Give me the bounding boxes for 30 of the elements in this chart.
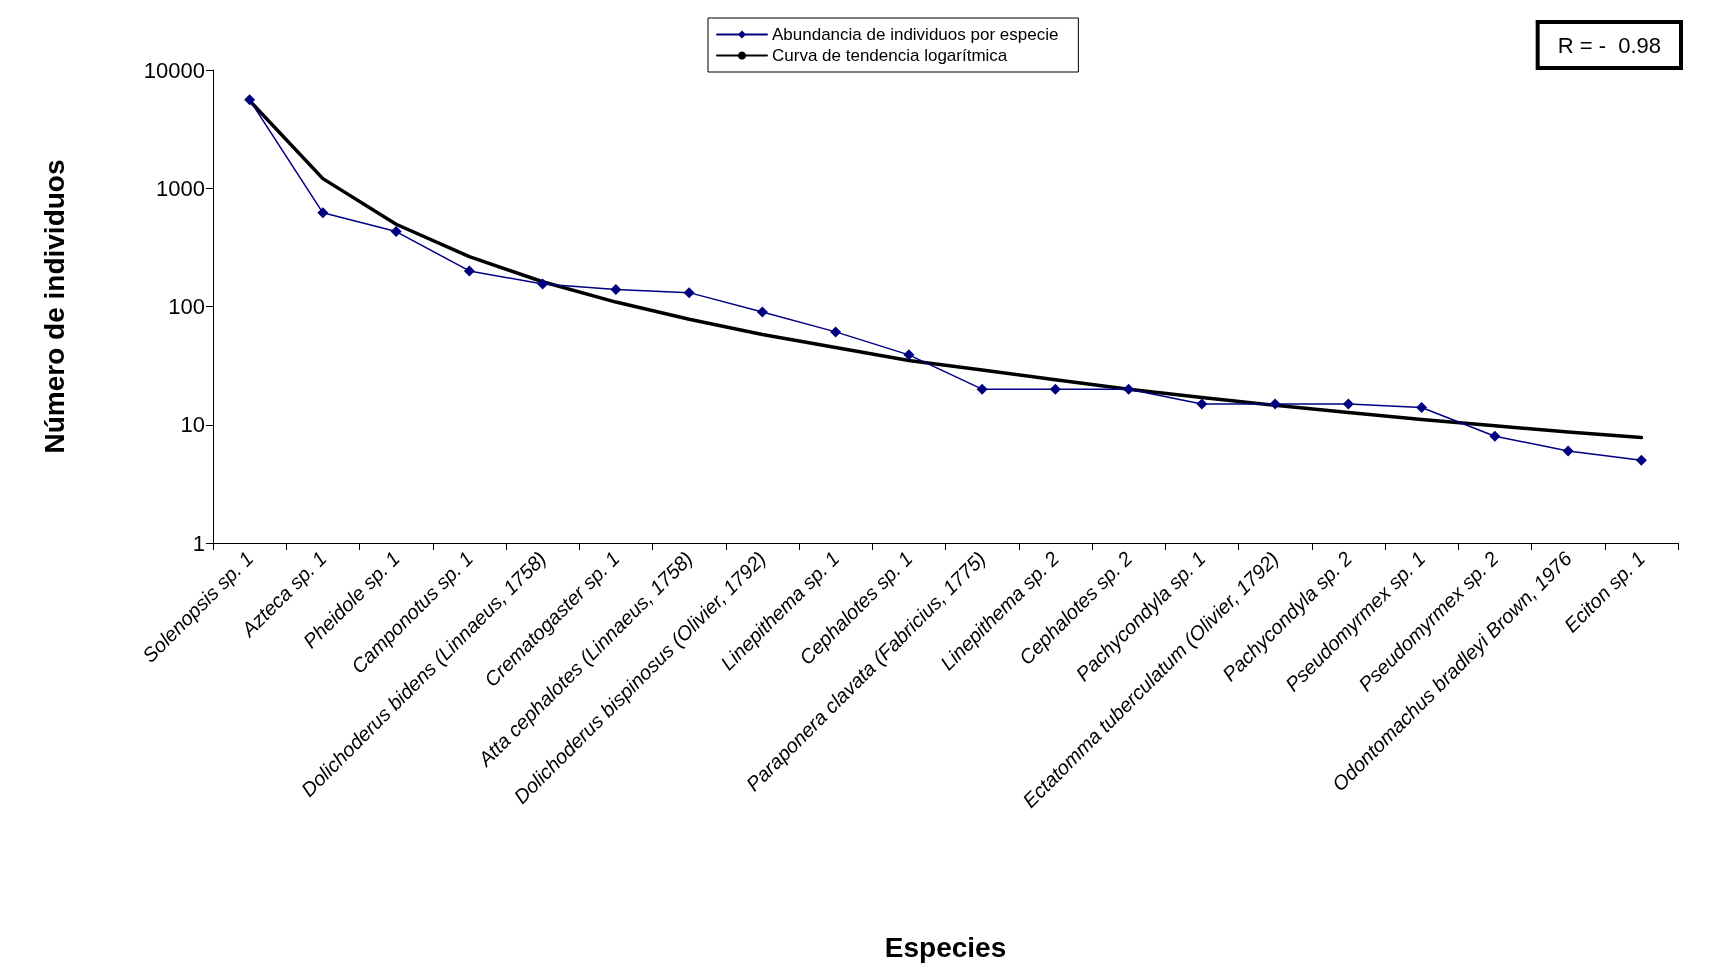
point: [1489, 430, 1501, 442]
y-tick-label: 10: [180, 412, 205, 438]
point: [390, 226, 402, 238]
point: [537, 278, 549, 290]
point: [1049, 383, 1061, 395]
point: [610, 284, 622, 296]
point: [903, 349, 915, 361]
point: [1635, 454, 1647, 466]
point: [317, 207, 329, 219]
text: R = - 0.98: [1557, 32, 1662, 58]
x-axis-title: Especies: [884, 931, 1007, 963]
point: [1562, 445, 1574, 457]
y-tick-label: 1000: [156, 175, 205, 201]
point: [1416, 401, 1428, 413]
point: [1196, 398, 1208, 410]
y-tick-label: 10000: [143, 57, 205, 83]
legend-label: Curva de tendencia logarítmica: [772, 46, 1008, 65]
point: [976, 383, 988, 395]
y-tick-label: 100: [168, 294, 205, 319]
point: [683, 287, 695, 299]
point: [463, 265, 475, 277]
point: [1342, 398, 1354, 410]
y-tick-label: 1: [192, 530, 205, 556]
y-axis-title: Número de individuos: [38, 159, 70, 454]
point: [1269, 398, 1281, 410]
point: [244, 94, 256, 106]
point: [830, 326, 842, 338]
point: [1123, 383, 1135, 395]
point: [756, 306, 768, 318]
legend-label: Abundancia de individuos por especie: [772, 25, 1059, 44]
